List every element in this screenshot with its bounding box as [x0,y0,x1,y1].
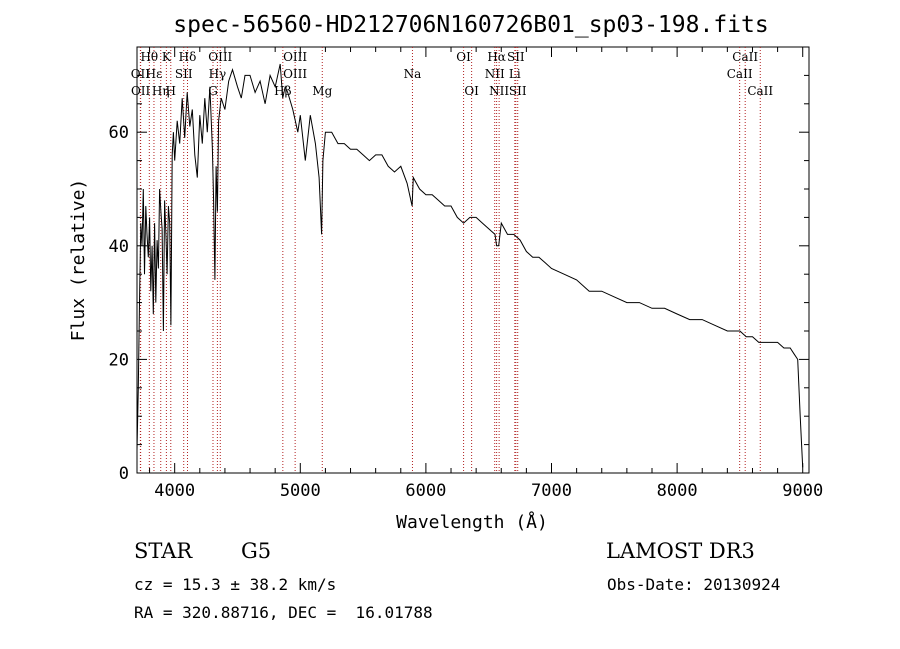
x-tick-label: 7000 [531,481,572,501]
marker-label: Hδ [179,50,197,64]
marker-label: OIII [283,67,307,81]
marker-label: NII [489,84,509,98]
marker-label: Hγ [209,67,227,81]
y-tick-label: 20 [109,350,129,370]
marker-label: K [162,50,172,64]
marker-label: OI [464,84,479,98]
marker-label: SII [507,50,525,64]
emission-line-markers [139,47,761,473]
marker-label: SII [509,84,527,98]
observation-date: Obs-Date: 20130924 [607,575,781,594]
y-tick-label: 0 [119,464,129,484]
marker-label: Hα [487,50,506,64]
x-tick-label: 9000 [782,481,823,501]
x-tick-label: 8000 [657,481,698,501]
marker-label: Hθ [140,50,158,64]
y-tick-label: 60 [109,123,129,143]
marker-label: OI [456,50,471,64]
x-tick-label: 5000 [280,481,321,501]
object-class: STAR [134,539,193,563]
marker-label: CaII [747,84,773,98]
marker-label: OII [131,84,151,98]
marker-label: Hε [146,67,163,81]
x-tick-label: 4000 [154,481,195,501]
spectrum-line [136,63,804,468]
survey-name: LAMOST DR3 [606,539,755,563]
y-axis-label: Flux (relative) [68,179,89,342]
x-axis-label: Wavelength (Å) [396,511,548,533]
marker-label: CaII [732,50,758,64]
marker-label: OIII [208,50,232,64]
chart-title: spec-56560-HD212706N160726B01_sp03-198.f… [173,12,768,38]
redshift-cz: cz = 15.3 ± 38.2 km/s [134,575,337,594]
object-subclass: G5 [241,539,272,563]
marker-label: OIII [283,50,307,64]
marker-label: Li [509,67,521,81]
marker-label: Na [404,67,422,81]
marker-label: CaII [727,67,753,81]
coordinates: RA = 320.88716, DEC = 16.01788 [134,603,433,622]
marker-label: OII [131,67,151,81]
marker-label: G [208,84,218,98]
marker-label: H [166,84,176,98]
y-tick-label: 40 [109,237,129,257]
marker-label: Hβ [274,84,291,98]
plot-frame [136,46,810,474]
axis-ticks: 4000 5000 6000 7000 8000 9000 0 20 40 60 [109,47,823,501]
marker-label: SII [175,67,193,81]
marker-label: Mg [312,84,332,98]
marker-label: Hη [152,84,170,98]
x-tick-label: 6000 [405,481,446,501]
marker-label: NII [485,67,505,81]
